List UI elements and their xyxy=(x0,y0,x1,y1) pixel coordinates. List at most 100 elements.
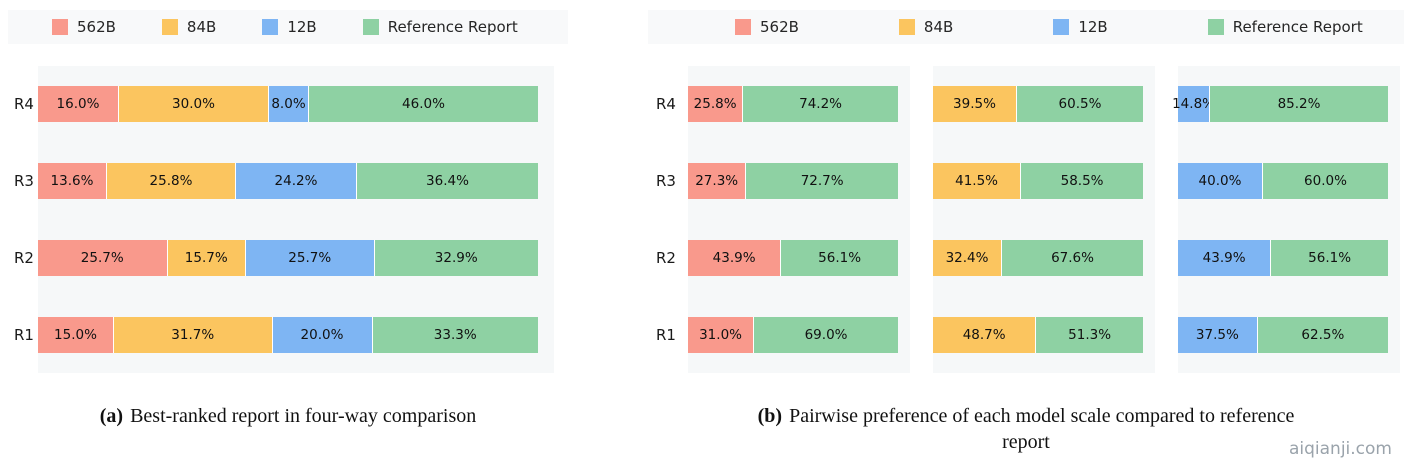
bar-segment: 25.8% xyxy=(688,86,743,122)
bar-value-label: 16.0% xyxy=(56,96,100,112)
caption-a: (a) Best-ranked report in four-way compar… xyxy=(8,403,568,429)
legend-label: 12B xyxy=(287,18,317,36)
bar-value-label: 43.9% xyxy=(1202,250,1246,266)
bar-value-label: 46.0% xyxy=(402,96,445,112)
bar-segment: 37.5% xyxy=(1178,317,1257,353)
stacked-bar-r2: 43.9% 56.1% xyxy=(1178,240,1388,276)
bar-segment: 40.0% xyxy=(1178,163,1262,199)
caption-b-text: Pairwise preference of each model scale … xyxy=(789,405,1295,427)
bar-value-label: 51.3% xyxy=(1068,327,1112,343)
bar-value-label: 15.0% xyxy=(54,327,97,343)
row-label-r3: R3 xyxy=(14,172,34,190)
bar-value-label: 30.0% xyxy=(172,96,215,112)
row-label-r3: R3 xyxy=(656,172,676,190)
stacked-bar-r2: 43.9% 56.1% xyxy=(688,240,898,276)
legend-swatch-icon xyxy=(1053,19,1070,35)
legend-b: 562B 84B 12B Reference Report xyxy=(648,10,1404,44)
legend-swatch-icon xyxy=(735,19,751,35)
bar-segment: 25.7% xyxy=(245,240,374,276)
legend-swatch-icon xyxy=(262,19,279,35)
bar-value-label: 25.8% xyxy=(693,96,737,112)
bar-value-label: 24.2% xyxy=(274,173,318,189)
legend-label: 84B xyxy=(923,18,954,36)
bar-value-label: 27.3% xyxy=(695,173,739,189)
panel-562b-vs-reference: 25.8% 74.2% 27.3% 72.7% 43.9% 56.1% 31.0% 69.0% xyxy=(688,66,910,373)
bar-value-label: 14.8% xyxy=(1172,96,1215,112)
bar-value-label: 32.9% xyxy=(434,250,478,266)
bar-segment: 60.0% xyxy=(1262,163,1388,199)
chart-a-row-labels: R4 R3 R2 R1 xyxy=(8,66,38,373)
bar-value-label: 32.4% xyxy=(945,250,989,266)
legend-label: 84B xyxy=(186,18,217,36)
bar-segment: 25.8% xyxy=(106,163,235,199)
legend-item-reference-report: Reference Report xyxy=(362,18,518,36)
bar-segment: 25.7% xyxy=(38,240,167,276)
caption-b-prefix: (b) xyxy=(757,405,783,427)
stacked-bar-r1: 37.5% 62.5% xyxy=(1178,317,1388,353)
bar-value-label: 25.7% xyxy=(80,250,124,266)
bar-segment: 72.7% xyxy=(745,163,898,199)
bar-segment: 39.5% xyxy=(933,86,1016,122)
legend-label: 562B xyxy=(77,18,116,36)
bar-value-label: 60.5% xyxy=(1058,96,1102,112)
bar-value-label: 8.0% xyxy=(271,96,306,112)
chart-b-figure: 562B 84B 12B Reference Report R4 R3 R2 R1 25.8… xyxy=(648,10,1404,455)
bar-value-label: 67.6% xyxy=(1051,250,1094,266)
bar-segment: 41.5% xyxy=(933,163,1021,199)
bar-segment: 30.0% xyxy=(118,86,268,122)
legend-swatch-icon xyxy=(898,19,915,35)
row-label-r2: R2 xyxy=(14,249,34,267)
caption-a-text: Best-ranked report in four-way compariso… xyxy=(130,405,477,427)
legend-item-562b: 562B xyxy=(735,18,799,36)
bar-value-label: 74.2% xyxy=(799,96,843,112)
bar-segment: 24.2% xyxy=(235,163,356,199)
bar-value-label: 39.5% xyxy=(953,96,996,112)
bar-value-label: 48.7% xyxy=(962,327,1006,343)
bar-value-label: 25.8% xyxy=(149,173,193,189)
legend-label: 12B xyxy=(1078,18,1108,36)
chart-a-figure: 562B 84B 12B Reference Report R4 R3 R2 R1 16.0… xyxy=(8,10,568,429)
chart-b-row-labels: R4 R3 R2 R1 xyxy=(648,66,688,373)
legend-item-12b: 12B xyxy=(1053,18,1108,36)
stacked-bar-r1: 48.7% 51.3% xyxy=(933,317,1143,353)
row-label-r4: R4 xyxy=(14,95,34,113)
bar-value-label: 58.5% xyxy=(1060,173,1104,189)
bar-segment: 31.7% xyxy=(113,317,272,353)
caption-b-line2: report xyxy=(1002,431,1050,453)
bar-segment: 27.3% xyxy=(688,163,746,199)
stacked-bar-r4: 14.8% 85.2% xyxy=(1172,86,1388,122)
bar-segment: 43.9% xyxy=(1178,240,1271,276)
bar-value-label: 37.5% xyxy=(1195,327,1239,343)
bar-value-label: 25.7% xyxy=(288,250,332,266)
bar-segment: 51.3% xyxy=(1035,317,1143,353)
bar-segment: 14.8% xyxy=(1172,86,1215,122)
legend-label: Reference Report xyxy=(1232,18,1363,36)
bar-segment: 46.0% xyxy=(308,86,538,122)
chart-a-bars: 16.0% 30.0% 8.0% 46.0% 13.6% 25.8% 24.2% 36.4% 2… xyxy=(38,66,554,373)
bar-value-label: 20.0% xyxy=(300,327,344,343)
legend-item-12b: 12B xyxy=(262,18,317,36)
bar-segment: 15.0% xyxy=(38,317,113,353)
bar-value-label: 43.9% xyxy=(712,250,756,266)
bar-segment: 36.4% xyxy=(356,163,538,199)
bar-segment: 56.1% xyxy=(1270,240,1388,276)
bar-value-label: 40.0% xyxy=(1198,173,1242,189)
bar-value-label: 85.2% xyxy=(1277,96,1321,112)
stacked-bar-r2: 25.7% 15.7% 25.7% 32.9% xyxy=(38,240,538,276)
bar-segment: 48.7% xyxy=(933,317,1036,353)
bar-segment: 33.3% xyxy=(371,317,538,353)
stacked-bar-r1: 31.0% 69.0% xyxy=(688,317,898,353)
legend-item-reference-report: Reference Report xyxy=(1207,18,1363,36)
row-label-r1: R1 xyxy=(656,326,676,344)
bar-segment: 85.2% xyxy=(1209,86,1388,122)
stacked-bar-r3: 27.3% 72.7% xyxy=(688,163,898,199)
bar-segment: 43.9% xyxy=(688,240,781,276)
legend-label: 562B xyxy=(760,18,799,36)
bar-segment: 8.0% xyxy=(268,86,308,122)
bar-value-label: 13.6% xyxy=(50,173,94,189)
bar-value-label: 56.1% xyxy=(818,250,862,266)
bar-value-label: 41.5% xyxy=(955,173,999,189)
bar-segment: 20.0% xyxy=(271,317,372,353)
bar-value-label: 62.5% xyxy=(1301,327,1345,343)
row-label-r4: R4 xyxy=(656,95,676,113)
